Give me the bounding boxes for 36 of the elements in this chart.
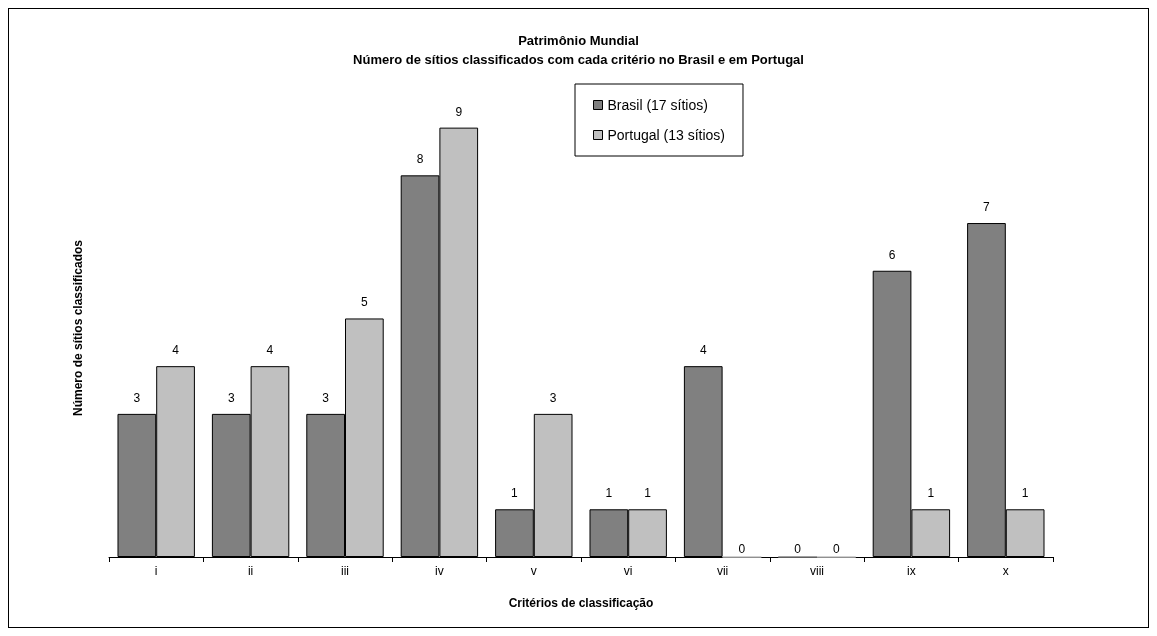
data-label: 9 bbox=[455, 104, 463, 119]
data-label: 0 bbox=[738, 541, 746, 556]
data-label: 0 bbox=[833, 541, 841, 556]
data-label: 7 bbox=[983, 200, 991, 215]
data-label: 1 bbox=[1021, 486, 1029, 501]
x-tick-label: viii bbox=[810, 564, 824, 578]
legend-label: Brasil (17 sítios) bbox=[607, 97, 708, 113]
x-tick-label: v bbox=[530, 564, 537, 578]
data-label: 4 bbox=[172, 343, 180, 358]
data-label: 3 bbox=[322, 390, 330, 405]
x-tick-label: ii bbox=[247, 564, 254, 578]
x-tick-label: vi bbox=[623, 564, 633, 578]
x-tick-label: iii bbox=[341, 564, 349, 578]
data-label: 4 bbox=[699, 343, 707, 358]
data-label: 0 bbox=[794, 541, 802, 556]
chart-title: Patrimônio Mundial bbox=[518, 33, 639, 48]
data-label: 1 bbox=[511, 486, 519, 501]
data-label: 3 bbox=[227, 390, 235, 405]
data-label: 4 bbox=[266, 343, 274, 358]
legend-label: Portugal (13 sítios) bbox=[607, 127, 725, 143]
x-tick-label: x bbox=[1002, 564, 1009, 578]
data-label: 3 bbox=[549, 390, 557, 405]
x-tick-label: iv bbox=[435, 564, 444, 578]
data-label: 1 bbox=[927, 486, 935, 501]
x-tick-label: vii bbox=[716, 564, 729, 578]
data-label: 1 bbox=[644, 486, 652, 501]
data-label: 1 bbox=[605, 486, 613, 501]
x-tick-label: i bbox=[154, 564, 158, 578]
data-label: 8 bbox=[416, 152, 424, 167]
y-axis-title: Número de sítios classificados bbox=[71, 239, 85, 417]
x-tick-label: ix bbox=[907, 564, 916, 578]
x-axis-title: Critérios de classificação bbox=[508, 596, 654, 610]
data-label: 3 bbox=[133, 390, 141, 405]
chart-subtitle: Número de sítios classificados com cada critério no Brasil e em Portugal bbox=[353, 52, 804, 67]
data-label: 5 bbox=[361, 295, 369, 310]
data-label: 6 bbox=[888, 247, 896, 262]
